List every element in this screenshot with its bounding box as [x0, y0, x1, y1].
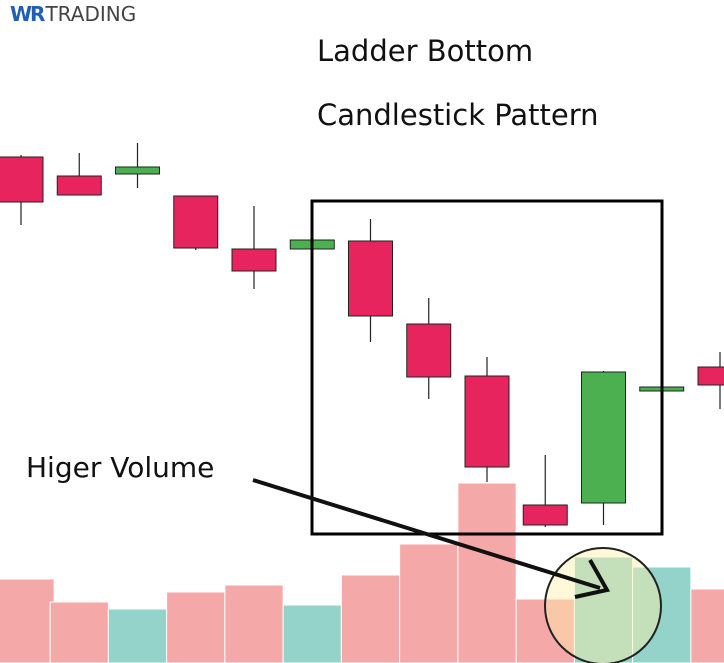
annotation: Higer Volume [26, 451, 214, 484]
candle-body [115, 166, 160, 175]
brand: WR TRADING [10, 2, 136, 26]
candle-body [0, 156, 44, 203]
volume-bar [573, 556, 634, 663]
chart-title: Ladder Bottom [317, 34, 533, 68]
brand-mark: WR [10, 2, 45, 26]
volume-highlight [544, 547, 662, 663]
volume-bar [282, 604, 342, 663]
volume-bar [166, 591, 226, 663]
volume-bar [340, 574, 401, 663]
volume-bar [690, 588, 724, 663]
volume-layer [0, 482, 724, 663]
pattern-box [310, 199, 664, 536]
candle-body [56, 175, 102, 196]
volume-bar [457, 482, 517, 663]
volume-bar [0, 578, 55, 663]
volume-bar [49, 601, 109, 663]
volume-bar [224, 584, 284, 663]
arrow-head [574, 559, 611, 599]
volume-bar [399, 543, 459, 663]
candle-body [522, 504, 568, 526]
chart-subtitle: Candlestick Pattern [317, 98, 599, 132]
candle-body [406, 323, 452, 378]
candle-layer [0, 143, 724, 527]
candle-body [464, 375, 510, 468]
volume-bar [632, 566, 692, 663]
candle-body [581, 371, 626, 504]
candle-body [348, 240, 393, 317]
brand-name: TRADING [44, 2, 136, 26]
volume-bar [107, 608, 168, 663]
candle-body [231, 248, 277, 272]
arrow-line [252, 478, 601, 590]
candle-body [697, 366, 724, 386]
candle-body [173, 195, 219, 249]
